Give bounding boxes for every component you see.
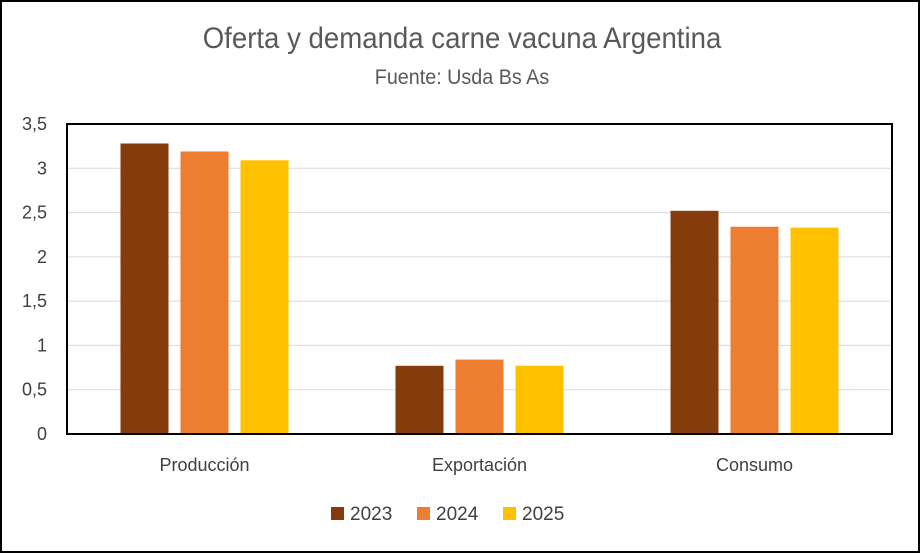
y-tick-label: 3 bbox=[37, 158, 47, 178]
y-tick-label: 3,5 bbox=[22, 114, 47, 134]
bar bbox=[515, 365, 564, 434]
y-axis-ticks: 0 0,5 1 1,5 2 2,5 3 3,5 bbox=[22, 114, 47, 444]
x-category-label: Consumo bbox=[716, 455, 793, 475]
legend-label: 2024 bbox=[436, 504, 479, 525]
legend-swatch bbox=[417, 507, 430, 520]
plot-area-border bbox=[66, 123, 893, 435]
bar bbox=[240, 160, 289, 435]
y-tick-label: 1,5 bbox=[22, 291, 47, 311]
legend-swatch bbox=[503, 507, 516, 520]
x-category-label: Exportación bbox=[432, 455, 527, 475]
bars bbox=[120, 143, 839, 435]
y-tick-label: 0 bbox=[37, 424, 47, 444]
bar bbox=[670, 210, 719, 434]
bar bbox=[455, 359, 504, 434]
legend-label: 2023 bbox=[350, 504, 392, 525]
bar bbox=[730, 226, 779, 434]
bar bbox=[790, 227, 839, 434]
legend-swatch bbox=[331, 507, 344, 520]
chart-title: Oferta y demanda carne vacuna Argentina bbox=[202, 22, 722, 55]
legend-label: 2025 bbox=[522, 504, 564, 525]
y-tick-label: 1 bbox=[37, 335, 47, 355]
x-axis-categories: Producción Exportación Consumo bbox=[159, 455, 793, 475]
y-tick-label: 0,5 bbox=[22, 380, 47, 400]
legend: 2023 2024 2025 bbox=[331, 504, 564, 525]
chart-subtitle: Fuente: Usda Bs As bbox=[374, 66, 550, 89]
bar bbox=[180, 151, 229, 434]
bar bbox=[120, 143, 169, 434]
y-tick-label: 2 bbox=[37, 247, 47, 267]
y-tick-label: 2,5 bbox=[22, 203, 47, 223]
bar bbox=[395, 365, 444, 434]
x-category-label: Producción bbox=[159, 455, 249, 475]
